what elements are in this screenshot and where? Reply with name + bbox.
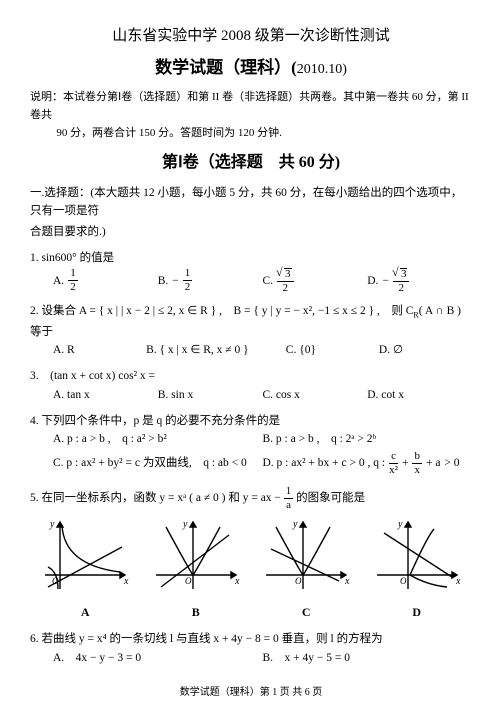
- q2-options: A. R B. { x | x ∈ R, x ≠ 0 } C. {0} D. ∅: [53, 341, 472, 359]
- section-stem-l2: 合题目要求的.): [30, 223, 472, 241]
- svg-text:O: O: [52, 576, 59, 586]
- school-header: 山东省实验中学 2008 级第一次诊断性测试: [30, 24, 472, 48]
- instr-l2: 90 分，两卷合计 150 分。答题时间为 120 分钟.: [30, 125, 472, 143]
- q2-text: 2. 设集合 A = { x | | x − 2 | ≤ 2, x ∈ R } …: [30, 302, 472, 341]
- q5-graph-b: x y O B: [151, 517, 241, 622]
- q1-text: 1. sin600° 的值是: [30, 249, 472, 267]
- svg-text:y: y: [49, 519, 55, 530]
- svg-text:x: x: [344, 576, 350, 587]
- q1-a: A. 12: [53, 267, 158, 294]
- q1-c: C. 32: [263, 267, 368, 294]
- q6-b: B. x + 4y − 5 = 0: [263, 649, 473, 667]
- q2-a: A. R: [53, 341, 146, 359]
- q4-c: C. p : ax² + by² = c 为双曲线, q : ab < 0: [53, 451, 263, 476]
- q5-graph-d: x y O D: [372, 517, 462, 622]
- svg-text:O: O: [185, 576, 192, 586]
- section-stem-l1: 一.选择题：(本大题共 12 小题，每小题 5 分，共 60 分，在每小题给出的…: [30, 184, 472, 221]
- q5-label-c: C: [261, 603, 351, 622]
- q5-graph-a: x y O A: [40, 517, 130, 622]
- q2-b: B. { x | x ∈ R, x ≠ 0 }: [146, 341, 286, 359]
- q5-label-a: A: [40, 603, 130, 622]
- q3-options: A. tan x B. sin x C. cos x D. cot x: [53, 386, 472, 404]
- svg-text:O: O: [295, 576, 302, 586]
- q1-d: D. −32: [367, 267, 472, 294]
- q6-text: 6. 若曲线 y = x⁴ 的一条切线 l 与直线 x + 4y − 8 = 0…: [30, 630, 472, 648]
- svg-text:x: x: [123, 576, 129, 587]
- page-footer: 数学试题（理科）第 1 页 共 6 页: [30, 685, 472, 701]
- title-date: 2010.10): [297, 62, 347, 77]
- instructions: 说明：本试卷分第Ⅰ卷（选择题）和第 II 卷（非选择题）共两卷。其中第一卷共 6…: [30, 89, 472, 142]
- q4-text: 4. 下列四个条件中，p 是 q 的必要不充分条件的是: [30, 412, 472, 430]
- q1-options: A. 12 B. −12 C. 32 D. −32: [53, 267, 472, 294]
- q1-b: B. −12: [158, 267, 263, 294]
- q4-options: A. p : a > b , q : a² > b² B. p : a > b …: [53, 430, 472, 477]
- q6-options: A. 4x − y − 3 = 0 B. x + 4y − 5 = 0: [53, 649, 472, 667]
- q5-text: 5. 在同一坐标系内，函数 y = xᵃ ( a ≠ 0 ) 和 y = ax …: [30, 486, 472, 511]
- q3-b: B. sin x: [158, 386, 263, 404]
- q5-graph-c: x y O C: [261, 517, 351, 622]
- q3-c: C. cos x: [263, 386, 368, 404]
- q5-label-d: D: [372, 603, 462, 622]
- q6-a: A. 4x − y − 3 = 0: [53, 649, 263, 667]
- exam-title: 数学试题（理科）(2010.10): [30, 54, 472, 81]
- svg-text:y: y: [397, 519, 403, 530]
- q2-d: D. ∅: [379, 341, 472, 359]
- q4-a: A. p : a > b , q : a² > b²: [53, 430, 263, 448]
- svg-text:x: x: [234, 576, 240, 587]
- q5-graphs: x y O A x y O B x: [30, 517, 472, 622]
- q4-d: D. p : ax² + bx + c > 0 , q : cx² + bx +…: [263, 451, 473, 476]
- q3-d: D. cot x: [367, 386, 472, 404]
- svg-text:x: x: [455, 576, 461, 587]
- title-main: 数学试题（理科）(: [155, 58, 297, 77]
- q3-a: A. tan x: [53, 386, 158, 404]
- q3-text: 3. (tan x + cot x) cos² x =: [30, 367, 472, 385]
- svg-text:y: y: [292, 519, 298, 530]
- svg-text:O: O: [400, 576, 407, 586]
- q4-b: B. p : a > b , q : 2ᵃ > 2ᵇ: [263, 430, 473, 448]
- q5-label-b: B: [151, 603, 241, 622]
- q2-c: C. {0}: [286, 341, 379, 359]
- section-title: 第Ⅰ卷（选择题 共 60 分): [30, 150, 472, 176]
- svg-text:y: y: [182, 519, 188, 530]
- instr-l1: 说明：本试卷分第Ⅰ卷（选择题）和第 II 卷（非选择题）共两卷。其中第一卷共 6…: [30, 89, 472, 124]
